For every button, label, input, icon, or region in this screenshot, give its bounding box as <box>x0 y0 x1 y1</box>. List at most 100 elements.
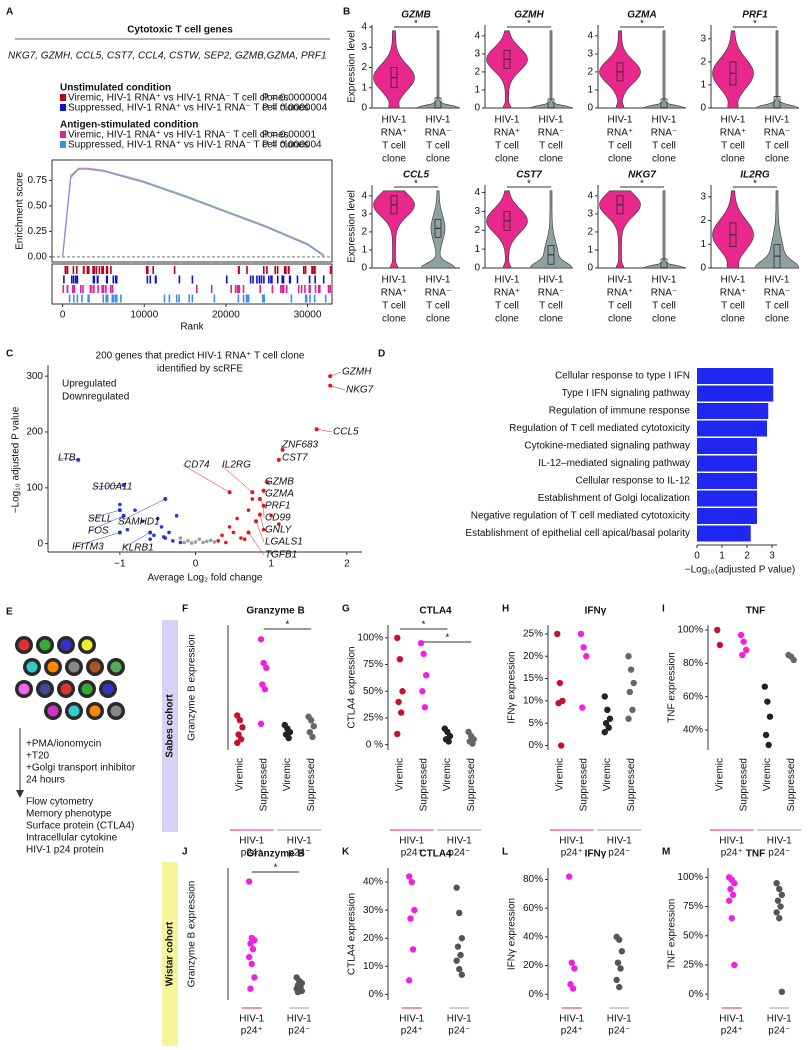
protocol-readout: Surface protein (CTLA4) <box>26 821 134 832</box>
gene-hit <box>262 294 265 303</box>
y-tick-label: 75% <box>683 901 703 912</box>
data-point <box>248 960 255 968</box>
y-tick-label: 25% <box>523 629 543 640</box>
gene-hit <box>308 275 311 284</box>
cell-core <box>47 705 59 717</box>
violin <box>712 30 754 109</box>
panel-label: H <box>502 604 509 615</box>
gene-point <box>174 513 179 518</box>
category-label: Regulation of immune response <box>549 406 691 417</box>
y-tick-label: 10% <box>363 961 383 972</box>
data-point <box>421 704 429 711</box>
y-tick-label: 50% <box>683 930 703 941</box>
data-point <box>716 641 724 649</box>
gene-label: LTB <box>58 453 76 464</box>
cell-core <box>18 683 30 695</box>
gene-hit <box>238 285 241 293</box>
gene-point <box>261 527 266 532</box>
y-tick-label: 2 <box>361 227 367 238</box>
p-value: P = 0.00001 <box>262 130 316 141</box>
gene-label: FOS <box>88 526 109 537</box>
panel-label: L <box>502 847 508 858</box>
y-tick-label: 100% <box>357 632 383 643</box>
x-tick-label: 2 <box>344 559 350 570</box>
gene-hit <box>93 275 96 284</box>
leader-line <box>58 457 79 461</box>
y-tick-label: 3 <box>700 191 706 202</box>
group-label: p24⁻ <box>288 1026 310 1037</box>
legend-swatch <box>60 131 66 138</box>
data-point <box>761 683 768 690</box>
gene-hit <box>290 294 293 303</box>
cell-core <box>39 683 51 695</box>
gene-hit <box>115 294 117 303</box>
gene-hit <box>86 266 89 274</box>
group-label: p24⁺ <box>401 1026 423 1037</box>
data-point <box>555 699 562 707</box>
y-tick-label: 40% <box>363 877 383 888</box>
x-tick-label: 1 <box>719 551 725 562</box>
group-label: HIV-1 <box>767 1014 792 1025</box>
cell-core <box>39 639 51 651</box>
y-tick-label: 2 <box>474 67 480 78</box>
group-label: T cell <box>608 141 632 152</box>
data-point <box>777 903 784 910</box>
y-tick-label: 3 <box>474 49 480 60</box>
gene-point <box>121 513 126 518</box>
legend-swatch <box>60 94 66 101</box>
gene-point <box>163 496 168 501</box>
group-label: T cell <box>382 301 406 312</box>
gene-hit <box>237 294 240 303</box>
x-tick-label: 0 <box>60 310 66 321</box>
y-tick-label: 10% <box>523 696 543 707</box>
x-axis-label: Rank <box>180 322 204 333</box>
significance: * <box>274 863 278 874</box>
gene-hit <box>271 285 274 293</box>
gene-hit <box>101 266 103 274</box>
legend-entry: Downregulated <box>62 392 129 403</box>
panel-title: CTLA4 <box>419 849 452 860</box>
significance: * <box>640 19 644 30</box>
gene-hit <box>296 275 299 284</box>
y-tick-label: 75% <box>363 659 383 670</box>
x-tick-label: 0 <box>694 551 700 562</box>
data-point <box>579 704 586 711</box>
group-label: p24⁺ <box>721 848 743 859</box>
gene-point <box>76 457 81 462</box>
gene-hit <box>281 285 284 293</box>
gene-point <box>280 447 285 452</box>
legend-heading: Antigen-stimulated condition <box>60 120 198 131</box>
y-tick-label: 40% <box>683 725 703 736</box>
gene-hit <box>75 275 77 284</box>
violin <box>712 190 754 269</box>
data-point <box>456 965 463 973</box>
gene-hit <box>152 266 154 274</box>
group-label: RNA⁻ <box>425 128 451 139</box>
gene-hit <box>147 266 149 274</box>
group-label: p24⁺ <box>241 848 263 859</box>
data-point <box>714 626 721 634</box>
data-point <box>307 717 315 724</box>
data-point <box>245 953 253 961</box>
data-point <box>259 681 266 688</box>
gene-hit <box>263 266 265 274</box>
gene-point <box>235 516 239 521</box>
data-point <box>765 741 772 749</box>
gene-hit <box>68 294 71 303</box>
group-label: clone <box>382 154 406 165</box>
panel-label: C <box>6 349 13 360</box>
y-tick-label: 0.00 <box>28 252 48 263</box>
gene-hit <box>63 275 65 284</box>
group-label: T cell <box>426 301 450 312</box>
gene-hit <box>247 294 250 303</box>
gene-hit <box>282 275 285 284</box>
group-label: RNA⁺ <box>607 288 633 299</box>
group-label: clone <box>765 314 789 325</box>
data-point <box>556 679 564 687</box>
gene-hit <box>111 294 114 303</box>
gene-point <box>208 538 213 543</box>
x-tick-label: 3 <box>769 551 775 562</box>
group-label: RNA⁺ <box>607 128 633 139</box>
gene-hit <box>66 285 69 293</box>
gene-point <box>216 539 221 543</box>
